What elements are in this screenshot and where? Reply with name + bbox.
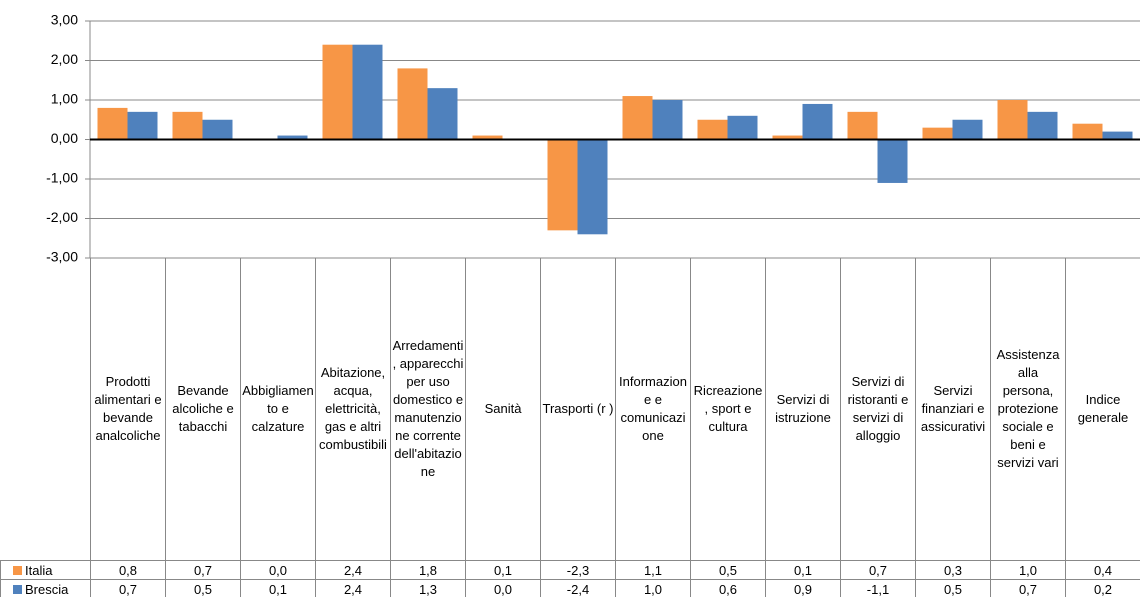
data-table-value: 2,4: [315, 579, 390, 597]
bar: [1102, 131, 1133, 140]
legend-label: Italia: [25, 562, 53, 578]
x-tick-label: Trasporti (r ): [540, 258, 615, 560]
bar: [622, 96, 653, 140]
x-tick-label: Abitazione, acqua, elettricità, gas e al…: [315, 258, 390, 560]
bar: [427, 88, 458, 140]
bar: [802, 103, 833, 140]
data-table-value: 0,5: [690, 560, 765, 579]
x-tick-label: Assistenza alla persona, protezione soci…: [990, 258, 1065, 560]
x-tick-label: Prodotti alimentari e bevande analcolich…: [90, 258, 165, 560]
bar: [352, 44, 383, 140]
data-table-value: 0,7: [165, 560, 240, 579]
y-tick-label: -1,00: [46, 170, 78, 186]
data-table-value: 0,0: [240, 560, 315, 579]
x-tick-label: Ricreazione, sport e cultura: [690, 258, 765, 560]
data-table-value: 0,6: [690, 579, 765, 597]
legend-entry: Brescia: [0, 579, 90, 597]
x-tick-label: Bevande alcoliche e tabacchi: [165, 258, 240, 560]
bar: [202, 119, 233, 140]
data-table-value: -2,4: [540, 579, 615, 597]
data-table-value: 0,7: [990, 579, 1065, 597]
bar: [727, 115, 758, 140]
y-tick-label: 2,00: [51, 51, 78, 67]
data-table-value: 0,5: [165, 579, 240, 597]
legend-label: Brescia: [25, 581, 69, 597]
legend-key: [13, 584, 22, 594]
x-tick-label: Servizi finanziari e assicurativi: [915, 258, 990, 560]
y-tick-label: 1,00: [51, 91, 78, 107]
data-table-value: 0,4: [1065, 560, 1140, 579]
data-table-value: 1,3: [390, 579, 465, 597]
y-tick-label: 3,00: [51, 12, 78, 28]
legend-entry: Italia: [0, 560, 90, 579]
bar: [877, 139, 908, 183]
bar: [1027, 111, 1058, 140]
data-table-value: 2,4: [315, 560, 390, 579]
data-table-value: 0,7: [90, 579, 165, 597]
y-tick-label: -2,00: [46, 209, 78, 225]
y-tick-label: 0,00: [51, 130, 78, 146]
bar: [952, 119, 983, 140]
data-table-value: 0,1: [465, 560, 540, 579]
x-tick-label: Informazione e comunicazione: [615, 258, 690, 560]
data-table-value: 0,2: [1065, 579, 1140, 597]
bar: [772, 135, 803, 140]
bar: [577, 139, 608, 235]
data-table-value: -1,1: [840, 579, 915, 597]
data-table-value: -2,3: [540, 560, 615, 579]
bar: [127, 111, 158, 140]
bar: [547, 139, 578, 231]
x-tick-label: Servizi di ristoranti e servizi di allog…: [840, 258, 915, 560]
data-table-value: 1,0: [615, 579, 690, 597]
x-tick-label: Arredamenti, apparecchi per uso domestic…: [390, 258, 465, 560]
bar: [1072, 123, 1103, 140]
bar: [652, 100, 683, 140]
x-tick-label: Servizi di istruzione: [765, 258, 840, 560]
data-table-value: 0,3: [915, 560, 990, 579]
data-table-value: 0,0: [465, 579, 540, 597]
legend-key: [13, 565, 22, 575]
bar: [97, 107, 128, 140]
data-table-value: 1,1: [615, 560, 690, 579]
bar: [397, 68, 428, 140]
bar: [697, 119, 728, 140]
data-table-value: 0,8: [90, 560, 165, 579]
bar: [847, 111, 878, 140]
bar: [472, 135, 503, 140]
data-table-value: 0,9: [765, 579, 840, 597]
bar: [277, 135, 308, 140]
data-table-value: 0,5: [915, 579, 990, 597]
bar: [322, 44, 353, 140]
data-table-value: 0,7: [840, 560, 915, 579]
data-table-value: 1,8: [390, 560, 465, 579]
x-tick-label: Sanità: [465, 258, 540, 560]
bar: [922, 127, 953, 140]
bar: [997, 100, 1028, 140]
y-tick-label: -3,00: [46, 249, 78, 265]
x-tick-label: Abbigliamento e calzature: [240, 258, 315, 560]
data-table-value: 0,1: [240, 579, 315, 597]
x-tick-label: Indice generale: [1065, 258, 1140, 560]
data-table-value: 0,1: [765, 560, 840, 579]
data-table-value: 1,0: [990, 560, 1065, 579]
bar: [172, 111, 203, 140]
